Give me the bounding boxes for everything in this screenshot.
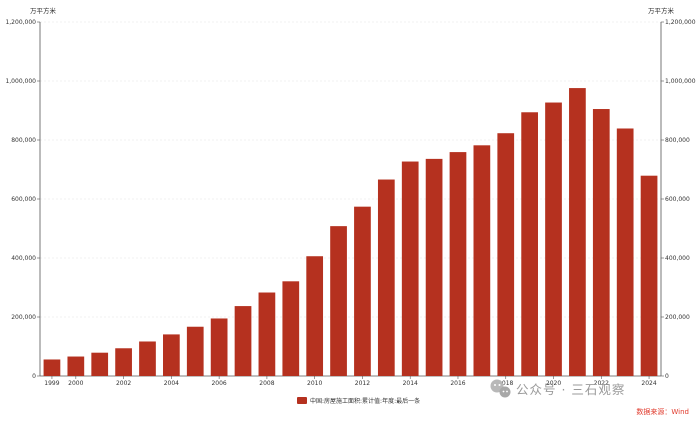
legend[interactable]: 中国:房屋施工面积:累计值:年度:最后一条 [297,397,420,405]
y-tick-label-right: 600,000 [665,196,690,203]
bar-2006[interactable] [210,318,228,376]
bars [43,88,658,377]
y-tick-label-right: 800,000 [665,137,690,144]
bar-2009[interactable] [282,281,300,376]
y-tick-label-left: 400,000 [11,255,36,262]
y-tick-label-right: 0 [665,373,669,380]
bar-2010[interactable] [306,256,324,376]
y-tick-label-right: 200,000 [665,314,690,321]
bar-2014[interactable] [401,161,419,376]
y-unit-right: 万平方米 [648,6,675,15]
bar-2005[interactable] [186,326,204,376]
x-tick-label-1999: 1999 [44,380,59,387]
legend-swatch [297,397,307,404]
bar-2004[interactable] [163,334,180,376]
bar-2003[interactable] [139,341,156,376]
watermark: 公众号 · 三石观察 [490,379,625,398]
x-ticks: 1999 2000 2002 2004 2006 2008 2010 2012 2014 2016… [44,376,657,387]
bar-2008[interactable] [258,292,276,376]
x-tick-label-2000: 2000 [68,380,83,387]
watermark-text: 公众号 · 三石观察 [516,382,625,397]
y-ticks: 0 0 200,000 200,000 400,000 400,000 600,000 600… [5,19,695,380]
y-tick-label-left: 0 [32,373,36,380]
y-tick-label-right: 1,200,000 [665,19,696,26]
bar-2020[interactable] [545,102,562,376]
bar-2018[interactable] [497,133,515,376]
bar-2016[interactable] [449,152,467,376]
x-tick-label-2004: 2004 [164,380,179,387]
x-tick-label-2014: 2014 [403,380,418,387]
x-tick-label-2008: 2008 [259,380,274,387]
bar-2023[interactable] [616,128,634,376]
x-tick-label-2006: 2006 [211,380,226,387]
x-tick-label-2018: 2018 [498,380,513,387]
bar-2015[interactable] [425,158,443,376]
bar-2017[interactable] [473,145,491,376]
x-tick-label-2022: 2022 [594,380,609,387]
x-tick-label-2012: 2012 [355,380,370,387]
y-tick-label-left: 800,000 [11,137,36,144]
bar-2019[interactable] [521,112,538,377]
bar-2007[interactable] [234,306,252,376]
y-tick-label-left: 1,200,000 [5,19,36,26]
x-tick-label-2010: 2010 [307,380,322,387]
bar-2021[interactable] [569,88,586,376]
y-tick-label-left: 600,000 [11,196,36,203]
bar-2002[interactable] [115,348,132,376]
x-tick-label-2020: 2020 [546,380,561,387]
bar-2001[interactable] [91,352,109,376]
x-tick-label-2016: 2016 [450,380,465,387]
y-tick-label-left: 200,000 [11,314,36,321]
wechat-icon [490,379,511,398]
y-tick-label-left: 1,000,000 [5,78,36,85]
bar-2000[interactable] [67,356,85,376]
y-tick-label-right: 1,000,000 [665,78,696,85]
bar-2024[interactable] [640,175,658,376]
y-unit-left: 万平方米 [30,6,57,15]
bar-2011[interactable] [330,226,347,376]
x-tick-label-2024: 2024 [641,380,656,387]
gridlines [40,21,661,318]
bar-2013[interactable] [377,179,395,376]
bar-1999[interactable] [43,359,61,376]
legend-label: 中国:房屋施工面积:累计值:年度:最后一条 [310,397,420,405]
y-tick-label-right: 400,000 [665,255,690,262]
bar-2012[interactable] [354,206,371,376]
source-note: 数据来源：Wind [636,407,689,416]
bar-2022[interactable] [592,109,610,377]
x-tick-label-2002: 2002 [116,380,131,387]
